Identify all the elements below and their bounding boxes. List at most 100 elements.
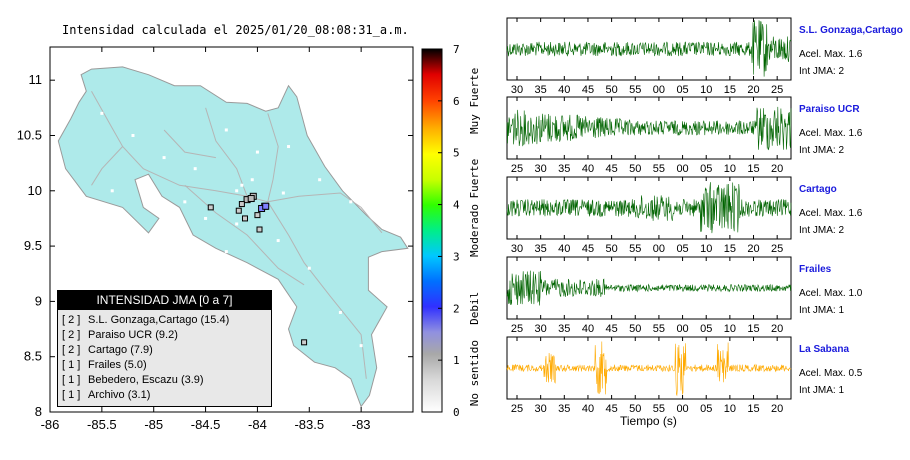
trace-station-name: La Sabana xyxy=(799,344,849,355)
station-dot xyxy=(193,167,197,171)
legend-item-name: S.L. Gonzaga,Cartago (15.4) xyxy=(88,314,230,326)
station-marker xyxy=(241,215,248,222)
legend-item-name: Paraiso UCR (9.2) xyxy=(88,329,178,341)
trace-tick-label: 25 xyxy=(511,403,523,415)
trace-tick-label: 10 xyxy=(700,84,712,96)
trace-tick-label: 05 xyxy=(700,323,712,335)
legend-item: [ 2 ] S.L. Gonzaga,Cartago (15.4) xyxy=(62,313,271,328)
lon-tick-label: -86 xyxy=(41,417,60,432)
trace-tick-label: 45 xyxy=(605,323,617,335)
road-line xyxy=(91,90,268,203)
legend-item-name: Bebedero, Escazu (3.9) xyxy=(88,374,204,386)
colorbar-category-label: Muy Fuerte xyxy=(468,68,481,134)
trace-tick-label: 00 xyxy=(653,84,665,96)
station-intensity-marker xyxy=(262,202,270,210)
trace-tick-label: 05 xyxy=(700,163,712,175)
station-dot xyxy=(100,111,104,115)
trace-tick-label: 50 xyxy=(605,84,617,96)
trace-panel xyxy=(506,96,792,160)
legend-item-level: [ 1 ] xyxy=(62,389,81,401)
trace-tick-label: 20 xyxy=(747,84,759,96)
trace-tick-label: 35 xyxy=(558,403,570,415)
road-line xyxy=(163,129,216,159)
trace-tick-label: 25 xyxy=(771,84,783,96)
trace-tick-label: 40 xyxy=(558,243,570,255)
traces-x-axis-label: Tiempo (s) xyxy=(620,414,677,428)
lat-tick-label: 9.5 xyxy=(24,238,42,253)
trace-tick-label: 15 xyxy=(724,243,736,255)
trace-tick-label: 35 xyxy=(535,243,547,255)
trace-tick-label: 15 xyxy=(747,323,759,335)
station-marker xyxy=(256,226,263,233)
legend-list: [ 2 ] S.L. Gonzaga,Cartago (15.4) [ 2 ] Par… xyxy=(62,313,271,403)
trace-tick-label: 00 xyxy=(676,403,688,415)
trace-tick-label: 55 xyxy=(629,84,641,96)
lat-tick-label: 8 xyxy=(35,404,42,419)
trace-tick-label: 10 xyxy=(700,243,712,255)
station-marker xyxy=(238,201,245,208)
trace-tick-label: 00 xyxy=(653,243,665,255)
lat-tick-label: 8.5 xyxy=(24,349,42,364)
road-line xyxy=(91,146,123,186)
lat-tick-label: 11 xyxy=(29,72,43,87)
legend-title: INTENSIDAD JMA [0 a 7] xyxy=(58,291,271,310)
road-line xyxy=(267,192,383,234)
trace-tick-label: 35 xyxy=(558,323,570,335)
station-dot xyxy=(250,178,254,182)
trace-tick-label: 45 xyxy=(582,243,594,255)
trace-tick-label: 30 xyxy=(511,84,523,96)
seismogram-trace xyxy=(506,20,792,77)
trace-tick-label: 10 xyxy=(724,323,736,335)
station-dot xyxy=(152,194,156,198)
colorbar-tick-label: 2 xyxy=(453,302,460,315)
trace-int-jma: Int JMA: 2 xyxy=(799,66,844,77)
trace-tick-label: 15 xyxy=(747,163,759,175)
legend-item: [ 1 ] Bebedero, Escazu (3.9) xyxy=(62,373,271,388)
trace-tick-label: 25 xyxy=(771,243,783,255)
trace-int-jma: Int JMA: 1 xyxy=(799,385,844,396)
legend-item: [ 2 ] Cartago (7.9) xyxy=(62,343,271,358)
trace-station-name: Paraiso UCR xyxy=(799,104,860,115)
trace-tick-label: 55 xyxy=(629,243,641,255)
lon-tick-label: -83 xyxy=(352,417,371,432)
station-dot xyxy=(235,222,239,226)
trace-station-name: Cartago xyxy=(799,184,837,195)
station-dot xyxy=(204,216,208,220)
station-dot xyxy=(255,150,259,154)
trace-tick-label: 45 xyxy=(582,84,594,96)
lon-tick-label: -83.5 xyxy=(294,417,324,432)
trace-tick-label: 15 xyxy=(747,403,759,415)
intensity-legend: INTENSIDAD JMA [0 a 7] [ 2 ] S.L. Gonzaga… xyxy=(57,290,272,407)
trace-tick-label: 05 xyxy=(676,84,688,96)
trace-tick-label: 00 xyxy=(676,163,688,175)
trace-acel-max: Acel. Max. 1.6 xyxy=(799,49,863,60)
colorbar-tick-label: 0 xyxy=(453,406,460,419)
trace-tick-label: 45 xyxy=(605,163,617,175)
station-dot xyxy=(307,266,311,270)
station-dot xyxy=(338,310,342,314)
station-dot xyxy=(162,156,166,160)
station-dot xyxy=(131,133,135,137)
lat-tick-label: 10.5 xyxy=(17,127,42,142)
legend-item-level: [ 2 ] xyxy=(62,329,81,341)
legend-item: [ 2 ] Paraiso UCR (9.2) xyxy=(62,328,271,343)
trace-tick-label: 10 xyxy=(724,163,736,175)
trace-int-jma: Int JMA: 2 xyxy=(799,145,844,156)
station-dot xyxy=(287,145,291,149)
costa-rica-land xyxy=(57,66,409,408)
station-marker xyxy=(254,212,261,219)
legend-item-level: [ 2 ] xyxy=(62,314,81,326)
trace-int-jma: Int JMA: 2 xyxy=(799,225,844,236)
seismogram-trace xyxy=(506,270,792,306)
legend-item-name: Cartago (7.9) xyxy=(88,344,153,356)
trace-tick-label: 45 xyxy=(605,403,617,415)
station-dot xyxy=(318,178,322,182)
trace-tick-label: 20 xyxy=(771,323,783,335)
colorbar-category-label: No sentido xyxy=(468,340,481,406)
lon-tick-label: -84.5 xyxy=(191,417,221,432)
trace-tick-label: 50 xyxy=(605,243,617,255)
trace-tick-label: 25 xyxy=(511,323,523,335)
trace-tick-label: 05 xyxy=(700,403,712,415)
trace-acel-max: Acel. Max. 1.6 xyxy=(799,208,863,219)
station-dot xyxy=(224,250,228,254)
